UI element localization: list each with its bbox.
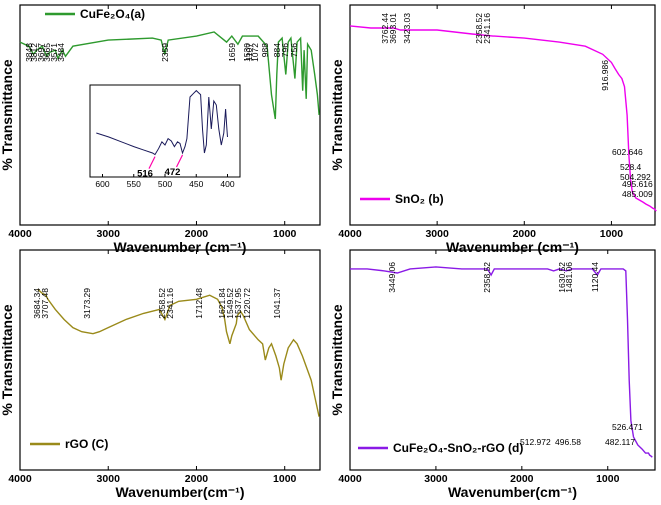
panel-b: 4000 3000 2000 1000 Wavenumber (cm⁻¹) % Trans…	[329, 4, 657, 255]
legend-label: rGO (C)	[65, 437, 108, 451]
x-tick-label: 1000	[273, 228, 297, 240]
legend-label: CuFe₂O₄-SnO₂-rGO (d)	[393, 441, 523, 455]
peak-label: 1621.84	[217, 288, 227, 319]
x-tick-label: 3000	[97, 228, 121, 240]
peak-label: 884	[272, 43, 282, 57]
spectrum-line	[19, 31, 320, 120]
x-tick-label: 2000	[185, 473, 209, 485]
peak-label: 1630.52	[557, 262, 567, 293]
inset-arrow	[148, 156, 156, 169]
peak-label: 2358.52	[474, 13, 484, 44]
inset-annotation: 472	[165, 167, 181, 178]
x-axis-label: Wavenumber (cm⁻¹)	[114, 239, 247, 255]
inset-frame	[89, 84, 241, 178]
peak-label: 1549.52	[225, 288, 235, 319]
peak-label: 3484	[56, 43, 66, 62]
peak-label: 485.009	[622, 189, 653, 199]
peak-label: 3707.48	[40, 288, 50, 319]
peak-label: 3684.34	[32, 288, 42, 319]
inset: 600 550 500 450 400 516 472	[89, 84, 241, 189]
peak-label: 3848	[24, 43, 34, 62]
x-tick-label: 3000	[424, 473, 448, 485]
inset-annotation: 516	[137, 169, 153, 180]
inset-tick-label: 550	[127, 179, 141, 189]
x-tick-label: 2000	[513, 228, 537, 240]
x-tick-label: 4000	[338, 228, 362, 240]
x-tick-label: 3000	[97, 473, 121, 485]
peak-label: 495.616	[622, 179, 653, 189]
panel-frame	[19, 4, 321, 226]
y-axis-label: % Transmittance	[0, 59, 15, 170]
peak-label: 482.117	[605, 437, 635, 447]
x-tick-label: 1000	[600, 228, 624, 240]
inset-tick-label: 500	[158, 179, 172, 189]
spectrum-line	[37, 288, 320, 417]
peak-label: 3571	[49, 43, 59, 62]
peak-label: 602.646	[612, 147, 643, 157]
inset-arrow	[175, 154, 184, 168]
peak-label: 496.58	[555, 437, 581, 447]
legend-label: CuFe₂O₄(a)	[80, 7, 145, 21]
legend-label: SnO₂ (b)	[395, 192, 444, 206]
peak-label: 528.4	[620, 162, 642, 172]
y-axis-label: % Transmittance	[329, 304, 345, 415]
x-tick-label: 4000	[8, 228, 32, 240]
spectrum-line	[349, 25, 657, 212]
peak-label: 3665	[42, 43, 52, 62]
inset-tick-label: 600	[95, 179, 109, 189]
peak-label: 3697	[36, 43, 46, 62]
panel-c: 4000 3000 2000 1000 Wavenumber(cm⁻¹) % Transm…	[0, 249, 321, 500]
peak-label: 3423.03	[402, 13, 412, 44]
peak-label: 3812	[29, 43, 39, 62]
peak-label: 504.292	[620, 172, 651, 182]
x-tick-label: 3000	[425, 228, 449, 240]
peak-label: 526.471	[612, 422, 643, 432]
peak-label: 3762.44	[380, 13, 390, 44]
panel-a: 4000 3000 2000 1000 Wavenumber (cm⁻¹) % Trans…	[0, 4, 321, 255]
peak-label: 1220.72	[242, 288, 252, 319]
peak-label: 1537.95	[233, 288, 243, 319]
peak-label: 1041.37	[272, 288, 282, 319]
peak-label: 1530	[242, 43, 252, 62]
peak-label: 2341.16	[165, 288, 175, 319]
x-tick-label: 1000	[596, 473, 620, 485]
peak-label: 1120.44	[590, 262, 600, 292]
peak-label: 2341.16	[482, 13, 492, 44]
inset-tick-label: 400	[220, 179, 234, 189]
x-axis-label: Wavenumber(cm⁻¹)	[115, 484, 244, 500]
inset-line	[96, 89, 228, 156]
peak-label: 1659	[227, 43, 237, 62]
x-tick-label: 4000	[338, 473, 362, 485]
spectrum-line	[350, 266, 653, 458]
panel-frame	[19, 249, 321, 471]
peak-label: 2358.52	[157, 288, 167, 319]
peak-label: 3449.06	[387, 262, 397, 293]
panel-frame	[349, 4, 656, 226]
x-tick-label: 2000	[510, 473, 534, 485]
peak-label: 916.986	[600, 60, 610, 91]
peak-label: 1712.48	[194, 288, 204, 319]
peak-label: 1481.06	[564, 262, 574, 293]
peak-label: 1072	[250, 43, 260, 62]
x-axis-label: Wavenumber (cm⁻¹)	[446, 239, 579, 255]
peak-label: 3693.01	[388, 13, 398, 44]
x-axis-label: Wavenumber(cm⁻¹)	[448, 484, 577, 500]
y-axis-label: % Transmittance	[329, 59, 345, 170]
inset-tick-label: 450	[189, 179, 203, 189]
x-tick-label: 2000	[185, 228, 209, 240]
panel-frame	[349, 249, 656, 471]
peak-label: 2358.52	[482, 262, 492, 293]
peak-label: 796	[280, 43, 290, 57]
x-tick-label: 4000	[8, 473, 32, 485]
peak-label: 512.972	[520, 437, 551, 447]
peak-label: 756	[289, 43, 299, 57]
x-tick-label: 1000	[273, 473, 297, 485]
peak-label: 1107	[244, 43, 254, 62]
panel-d: 4000 3000 2000 1000 Wavenumber(cm⁻¹) % Transm…	[329, 249, 656, 500]
peak-label: 2359	[160, 43, 170, 62]
peak-label: 988	[260, 43, 270, 57]
y-axis-label: % Transmittance	[0, 304, 15, 415]
peak-label: 3173.29	[82, 288, 92, 319]
